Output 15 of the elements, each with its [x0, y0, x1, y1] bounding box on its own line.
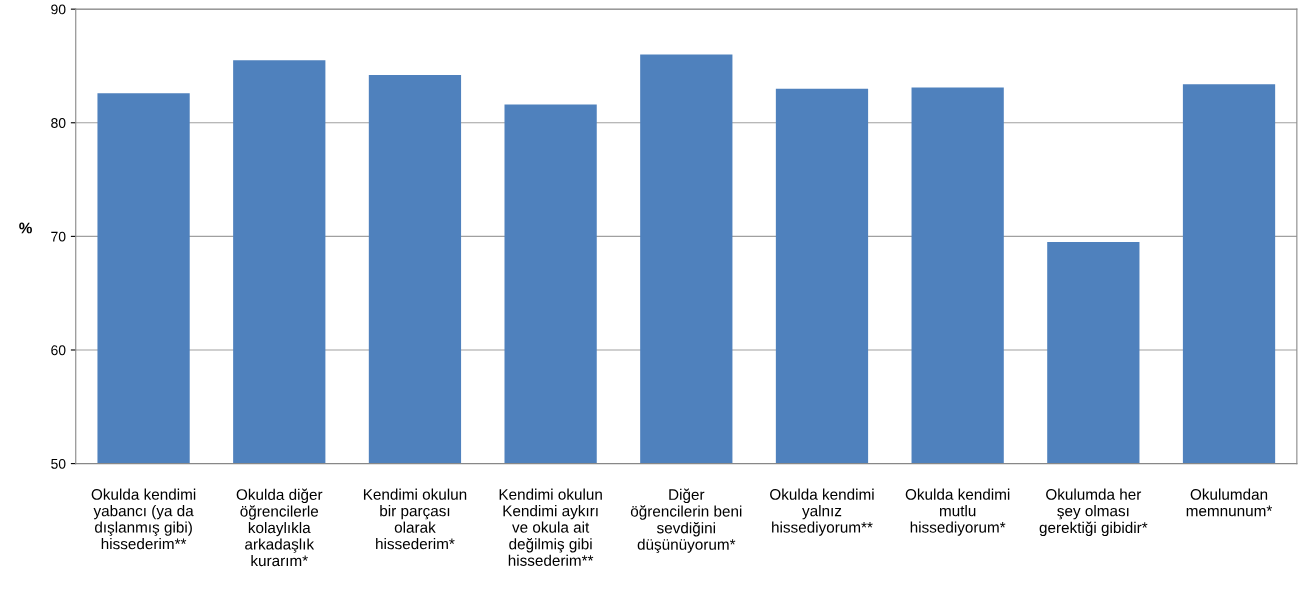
- x-tick-label: Okulumdan memnunum*: [1186, 488, 1273, 517]
- x-tick-label: Okulda diğer öğrencilerle kolaylıkla arkadaşlık kurarım*: [236, 488, 323, 567]
- y-tick-label: 50: [51, 458, 66, 469]
- y-axis-title: %: [19, 222, 32, 234]
- y-tick-label: 90: [51, 4, 66, 15]
- y-tick-label: 80: [51, 118, 66, 128]
- x-tick-label: Okulda kendimi yalnız hissediyorum**: [770, 488, 874, 536]
- x-tick-label: Kendimi okulun Kendimi aykırı ve okula ait değilmiş gibi hissederim**: [499, 488, 602, 566]
- x-tick-label: Kendimi okulun bir parçası olarak hissederim*: [363, 488, 467, 550]
- x-tick-label: Okulda kendimi mutlu hissediyorum*: [905, 488, 1010, 536]
- y-tick-label: 60: [51, 345, 66, 356]
- x-tick-label: Diğer öğrencilerin beni sevdiğini düşünüyorum*: [630, 488, 742, 553]
- x-tick-label: Okulumda her şey olması gerektiği gibidir*: [1039, 488, 1148, 537]
- x-tick-label: Okulda kendimi yabancı (ya da dışlanmış gibi) hissederim**: [91, 488, 196, 550]
- y-tick-label: 70: [51, 231, 66, 242]
